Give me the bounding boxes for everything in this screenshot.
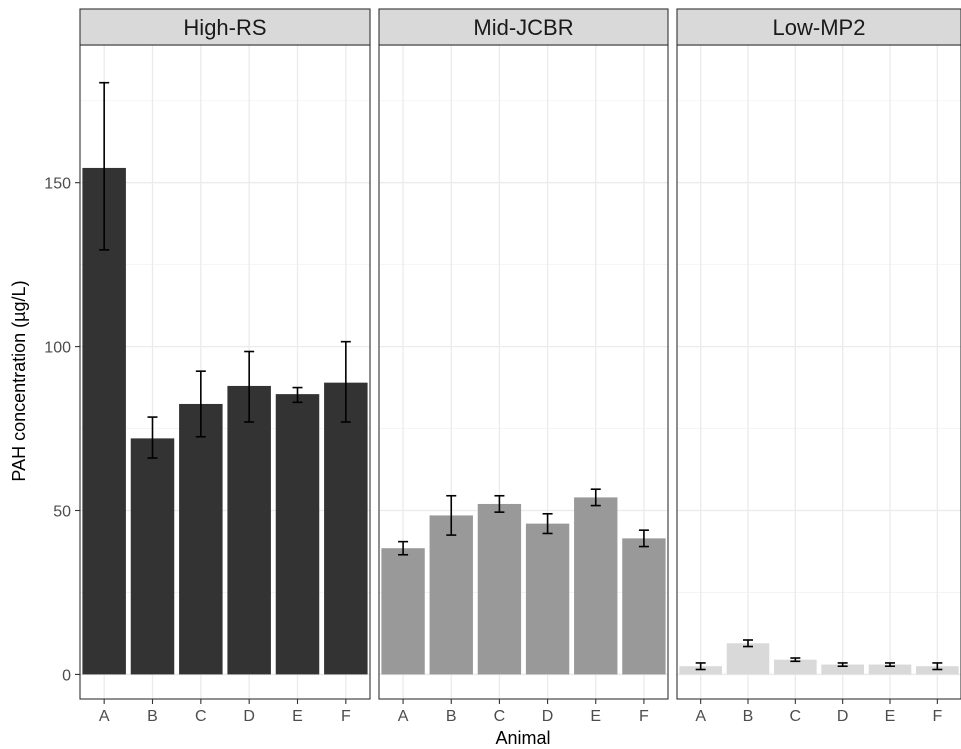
x-tick-label: F [932,708,942,725]
x-tick-label: A [695,708,706,725]
x-tick-label: C [790,708,802,725]
bar-Low-MP2-F [916,666,959,675]
bar-High-RS-C [179,403,223,675]
error-bar-High-RS-B [147,416,158,459]
facet-panel-High-RS: High-RS A B C D E F [79,8,371,725]
error-bar-High-RS-D [244,350,255,423]
error-bar-Low-MP2-C [790,657,801,663]
bar-Low-MP2-A [679,666,722,675]
bar-Mid-JCBR-A [381,548,425,675]
facet-strip-label: Low-MP2 [773,15,866,40]
bar-Low-MP2-B [726,643,770,675]
y-tick-label: 100 [44,340,71,357]
error-bar-Low-MP2-E [885,662,895,668]
error-bar-Mid-JCBR-E [590,488,601,507]
facet-strip-label: Mid-JCBR [473,15,573,40]
error-bar-Mid-JCBR-D [542,512,553,535]
bar-High-RS-F [324,382,368,675]
bar-Mid-JCBR-D [525,523,570,675]
error-bar-Mid-JCBR-B [446,494,457,536]
panel-background [677,45,961,699]
error-bar-High-RS-C [195,370,206,438]
bar-Mid-JCBR-E [574,497,618,675]
x-tick-label: F [341,708,351,725]
error-bar-Low-MP2-A [695,662,706,671]
bar-Low-MP2-C [774,659,817,675]
x-tick-label: D [837,708,849,725]
bar-High-RS-D [227,385,271,675]
error-bar-Low-MP2-F [932,662,943,671]
facet-strip [676,8,961,46]
panel-background [379,45,668,699]
x-tick-label: E [885,708,896,725]
x-tick-label: A [398,708,409,725]
error-bar-Mid-JCBR-A [398,540,409,556]
panels-layer: High-RS A B C D E F Mid-JCBR A B C D E F Low-MP2 A B C D E F [79,8,961,725]
x-tick-label: D [243,708,255,725]
error-bar-High-RS-E [292,386,303,404]
x-tick-label: A [99,708,110,725]
error-bar-Mid-JCBR-C [494,494,505,513]
facet-strip-label: High-RS [183,15,266,40]
x-tick-label: C [195,708,207,725]
error-bar-Mid-JCBR-F [638,529,649,548]
bar-Low-MP2-D [821,664,864,675]
y-axis: 0 50 100 150 [44,176,80,684]
x-tick-label: D [542,708,554,725]
x-axis-title: Animal [495,728,550,748]
bar-Mid-JCBR-B [429,515,473,675]
x-tick-label: E [292,708,303,725]
y-axis-title: PAH concentration (µg/L) [9,280,29,481]
error-bar-High-RS-F [340,340,351,423]
y-tick-label: 0 [62,667,71,684]
facet-strip [378,8,669,46]
error-bar-High-RS-A [99,81,110,251]
x-tick-label: E [590,708,601,725]
facet-panel-Mid-JCBR: Mid-JCBR A B C D E F [378,8,669,725]
facet-strip [79,8,371,46]
bar-Mid-JCBR-C [477,503,522,675]
x-tick-label: C [494,708,506,725]
facet-panel-Low-MP2: Low-MP2 A B C D E F [676,8,961,725]
bar-High-RS-E [275,394,320,675]
error-bar-Low-MP2-D [837,662,848,668]
x-tick-label: B [743,708,754,725]
x-tick-label: B [147,708,158,725]
bar-Mid-JCBR-F [622,538,666,675]
panel-background [80,45,370,699]
bar-High-RS-B [130,438,175,675]
y-tick-label: 50 [53,504,71,521]
bar-Low-MP2-E [868,664,912,675]
x-tick-label: B [446,708,457,725]
y-tick-label: 150 [44,176,71,193]
error-bar-Low-MP2-B [743,639,753,648]
x-tick-label: F [639,708,649,725]
bar-High-RS-A [82,167,126,675]
